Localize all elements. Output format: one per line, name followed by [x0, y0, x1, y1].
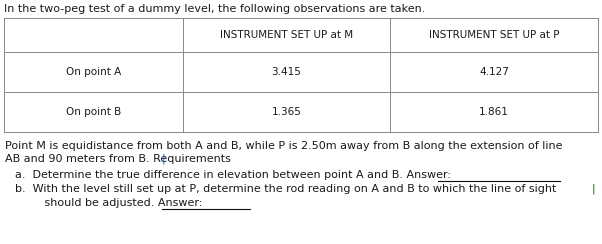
Text: |: |: [162, 154, 166, 164]
Text: should be adjusted. Answer:: should be adjusted. Answer:: [27, 198, 202, 208]
Text: On point B: On point B: [66, 107, 121, 117]
Text: a.  Determine the true difference in elevation between point A and B. Answer:: a. Determine the true difference in elev…: [15, 170, 451, 180]
Text: 4.127: 4.127: [479, 67, 509, 77]
Text: b.  With the level still set up at P, determine the rod reading on A and B to wh: b. With the level still set up at P, det…: [15, 184, 556, 194]
Text: 3.415: 3.415: [272, 67, 302, 77]
Text: Point M is equidistance from both A and B, while P is 2.50m away from B along th: Point M is equidistance from both A and …: [5, 141, 562, 151]
Text: |: |: [592, 184, 595, 194]
Text: 1.365: 1.365: [272, 107, 302, 117]
Text: On point A: On point A: [66, 67, 121, 77]
Text: In the two-peg test of a dummy level, the following observations are taken.: In the two-peg test of a dummy level, th…: [4, 4, 426, 14]
Text: INSTRUMENT SET UP at P: INSTRUMENT SET UP at P: [429, 30, 559, 40]
Text: 1.861: 1.861: [479, 107, 509, 117]
Text: AB and 90 meters from B. Requirements: AB and 90 meters from B. Requirements: [5, 154, 231, 164]
Text: INSTRUMENT SET UP at M: INSTRUMENT SET UP at M: [220, 30, 353, 40]
